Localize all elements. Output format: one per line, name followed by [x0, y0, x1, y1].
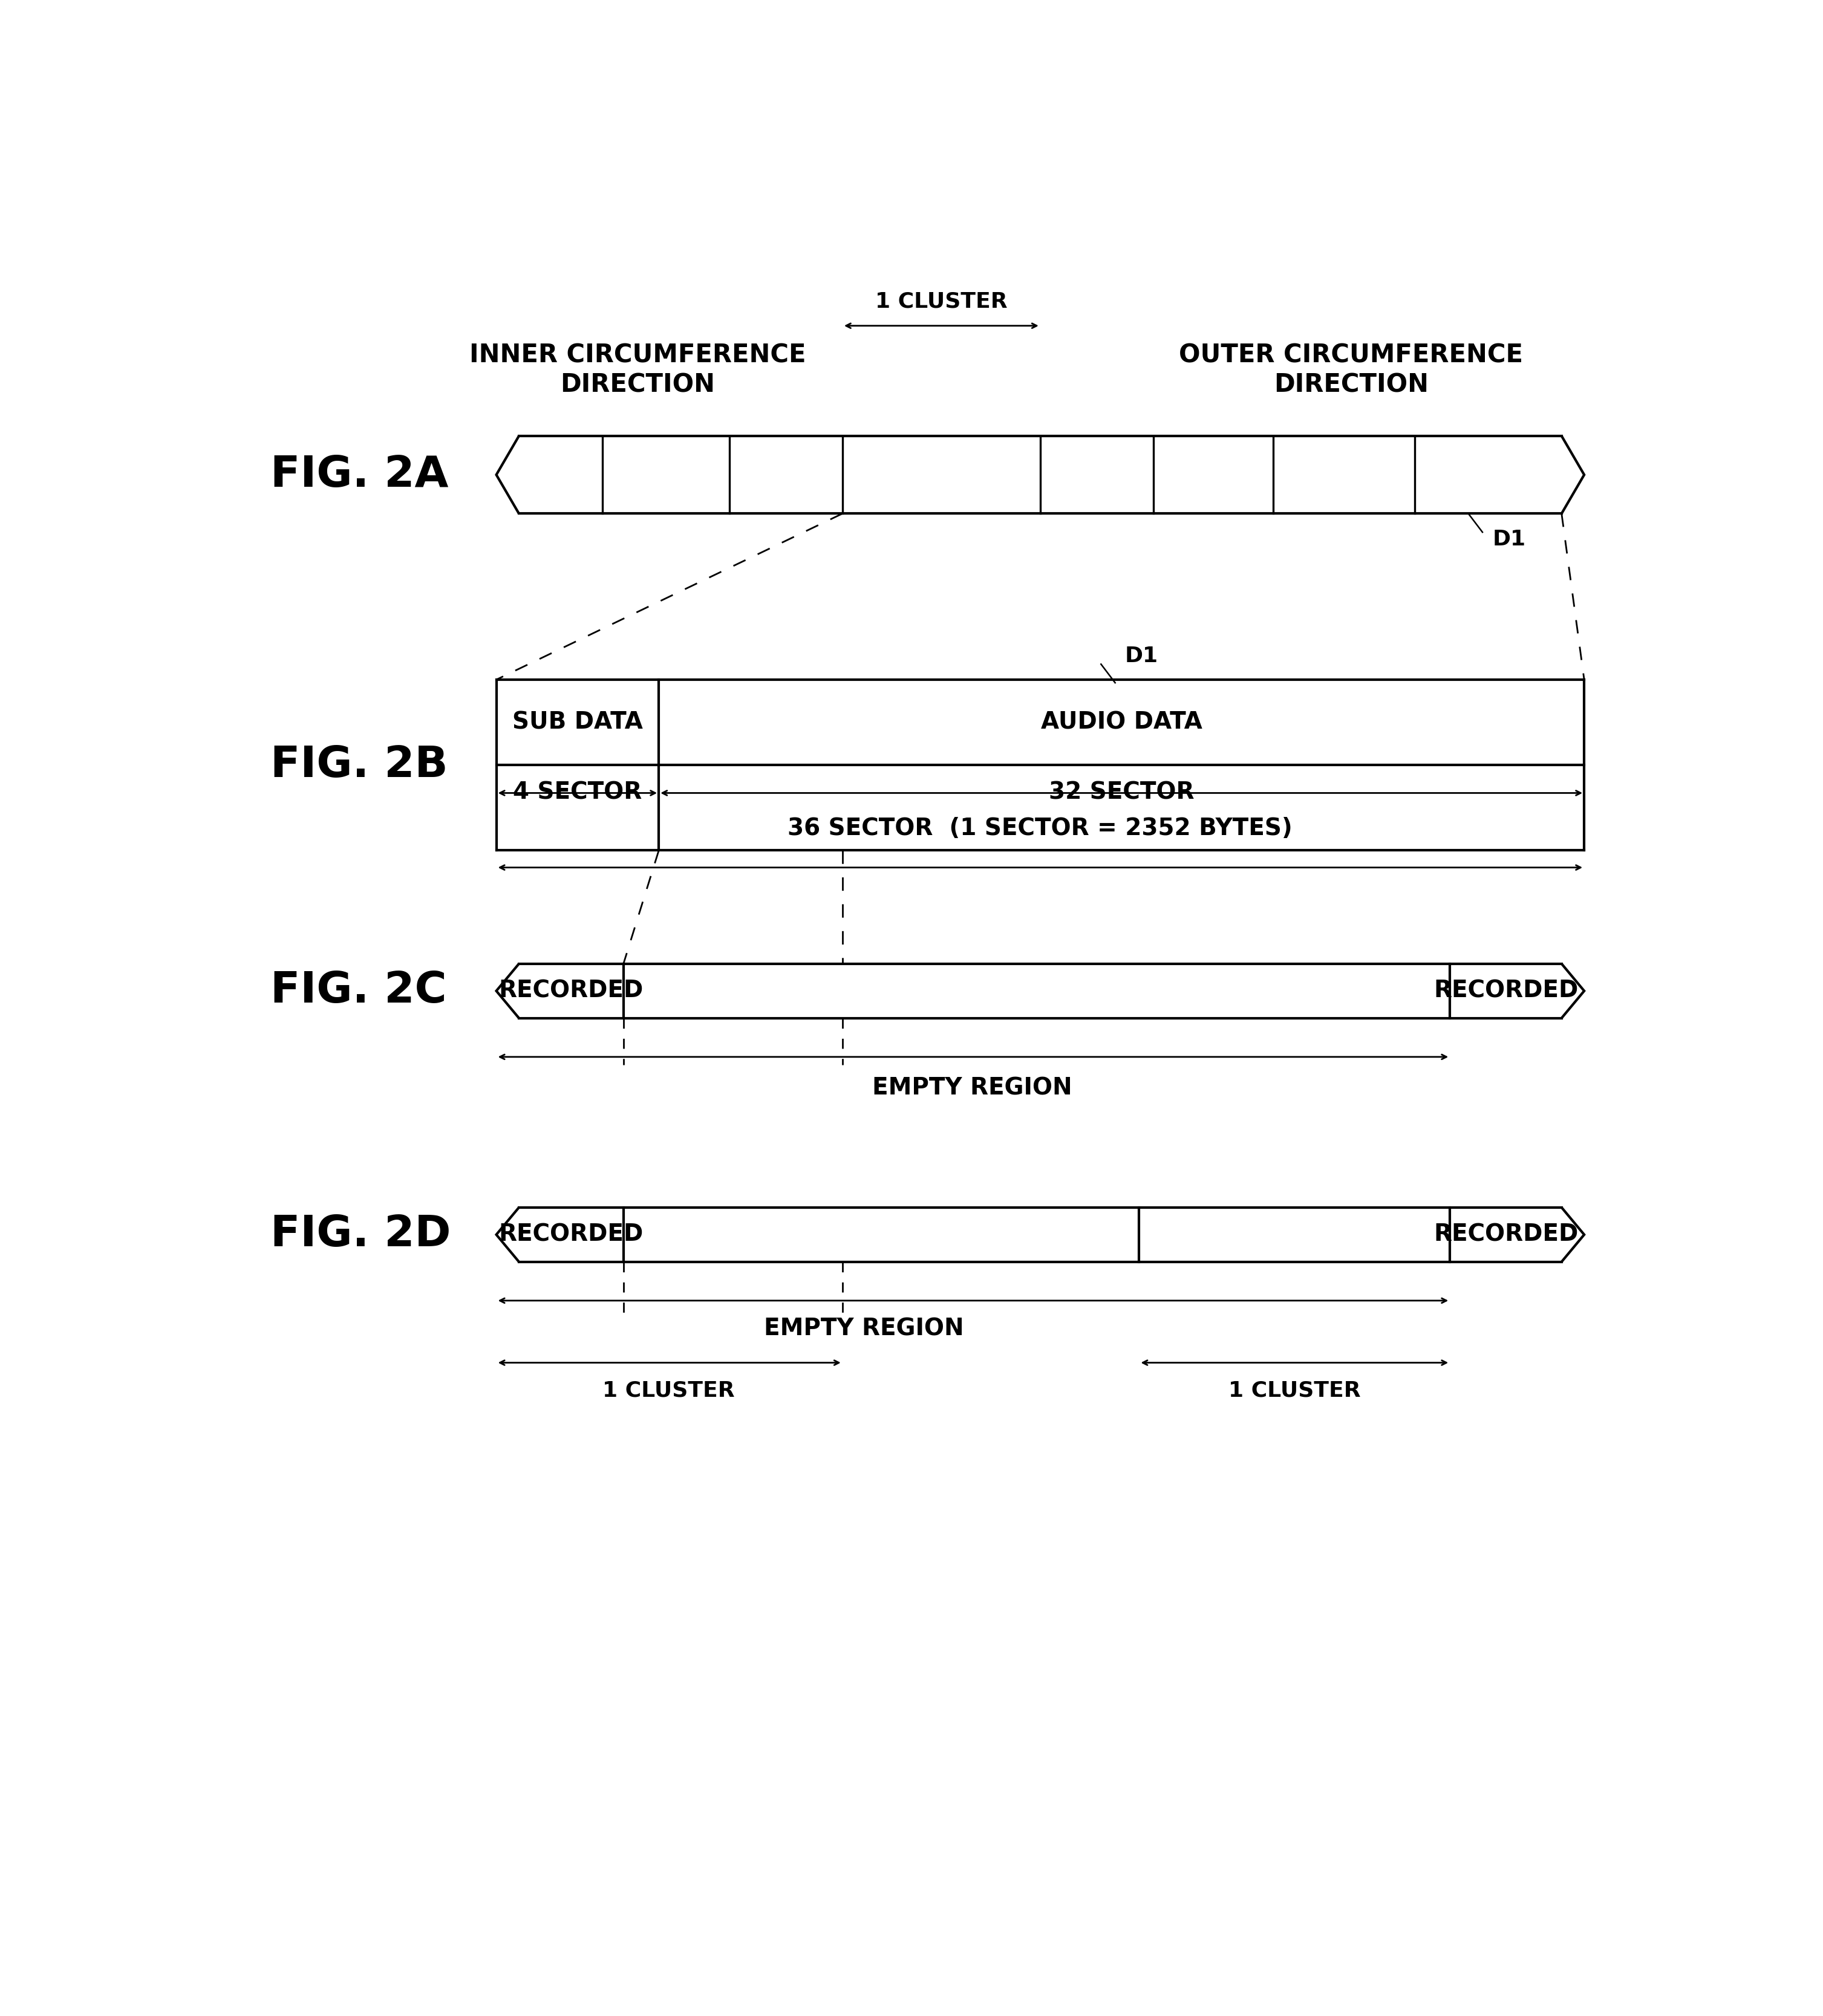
Text: FIG. 2B: FIG. 2B	[270, 744, 448, 786]
Text: RECORDED: RECORDED	[1433, 1224, 1579, 1246]
Text: EMPTY REGION: EMPTY REGION	[873, 1077, 1072, 1099]
Text: FIG. 2D: FIG. 2D	[270, 1214, 450, 1256]
Text: EMPTY REGION: EMPTY REGION	[764, 1316, 964, 1341]
Text: 32 SECTOR: 32 SECTOR	[1048, 780, 1194, 804]
Text: 1 CLUSTER: 1 CLUSTER	[603, 1381, 735, 1401]
Text: 4 SECTOR: 4 SECTOR	[512, 780, 642, 804]
Text: D1: D1	[1125, 645, 1158, 665]
Text: 36 SECTOR  (1 SECTOR = 2352 BYTES): 36 SECTOR (1 SECTOR = 2352 BYTES)	[788, 816, 1293, 841]
Text: RECORDED: RECORDED	[500, 980, 644, 1002]
Text: AUDIO DATA: AUDIO DATA	[1041, 712, 1201, 734]
Text: FIG. 2C: FIG. 2C	[270, 970, 447, 1012]
Text: 1 CLUSTER: 1 CLUSTER	[875, 290, 1008, 312]
Text: FIG. 2A: FIG. 2A	[270, 454, 448, 496]
Text: SUB DATA: SUB DATA	[512, 712, 644, 734]
Text: RECORDED: RECORDED	[500, 1224, 644, 1246]
Text: RECORDED: RECORDED	[1433, 980, 1579, 1002]
Text: INNER CIRCUMFERENCE
DIRECTION: INNER CIRCUMFERENCE DIRECTION	[469, 343, 806, 397]
Text: OUTER CIRCUMFERENCE
DIRECTION: OUTER CIRCUMFERENCE DIRECTION	[1179, 343, 1524, 397]
Text: 1 CLUSTER: 1 CLUSTER	[1229, 1381, 1360, 1401]
Text: D1: D1	[1493, 528, 1526, 550]
